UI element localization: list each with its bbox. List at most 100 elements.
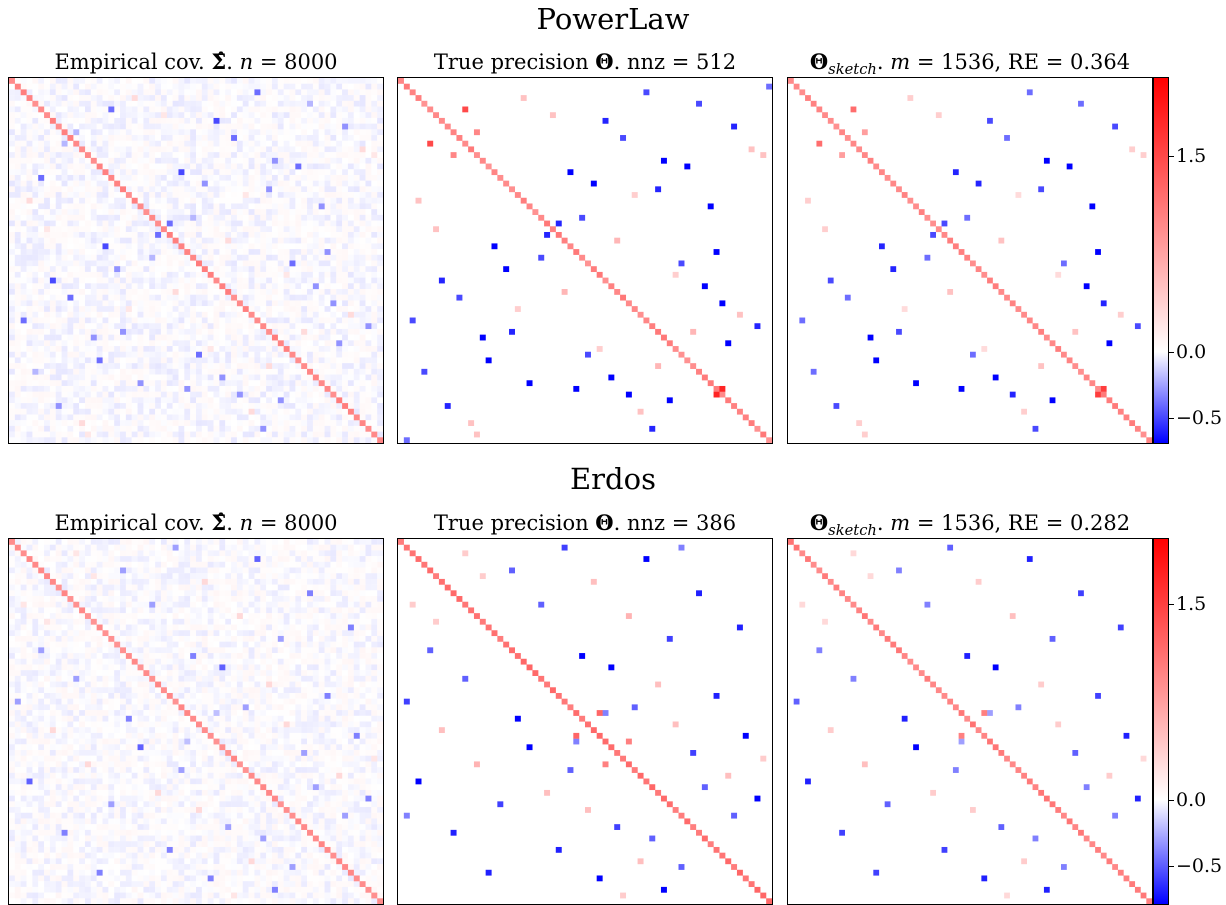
heatmap-noise-cell — [20, 437, 27, 443]
heatmap-noise-cell — [266, 100, 273, 107]
heatmap-noise-cell — [312, 174, 319, 181]
heatmap-noise-cell — [318, 260, 325, 267]
heatmap-noise-cell — [336, 374, 343, 381]
heatmap-noise-cell — [213, 425, 220, 432]
heatmap-noise-cell — [236, 243, 243, 250]
heatmap-noise-cell — [32, 346, 39, 352]
heatmap-noise-cell — [242, 140, 249, 147]
heatmap-noise-cell — [254, 214, 261, 221]
heatmap-noise-cell — [353, 403, 360, 409]
heatmap-noise-cell — [55, 380, 62, 387]
heatmap-entry-cell — [526, 380, 533, 387]
heatmap-noise-cell — [172, 89, 179, 96]
heatmap-noise-cell — [225, 584, 232, 591]
heatmap-noise-cell — [377, 174, 383, 181]
heatmap-noise-cell — [73, 294, 80, 301]
heatmap-noise-cell — [160, 95, 167, 101]
heatmap-noise-cell — [336, 146, 343, 153]
heatmap-noise-cell — [73, 163, 80, 170]
heatmap-noise-cell — [26, 209, 33, 215]
heatmap-noise-cell — [254, 192, 261, 198]
heatmap-noise-cell — [277, 346, 284, 352]
heatmap-noise-cell — [318, 420, 325, 427]
heatmap-noise-cell — [166, 237, 173, 244]
heatmap-noise-cell — [307, 237, 313, 244]
heatmap-noise-cell — [38, 573, 45, 580]
heatmap-noise-cell — [312, 231, 319, 238]
heatmap-noise-cell — [96, 556, 103, 562]
heatmap-noise-cell — [137, 408, 144, 415]
heatmap-noise-cell — [201, 334, 208, 341]
heatmap-noise-cell — [307, 294, 313, 301]
heatmap-noise-cell — [96, 539, 103, 545]
heatmap-noise-cell — [149, 584, 156, 591]
heatmap-noise-cell — [32, 157, 39, 164]
heatmap-noise-cell — [114, 95, 121, 101]
heatmap-noise-cell — [26, 391, 33, 398]
heatmap-noise-cell — [225, 146, 232, 153]
heatmap-noise-cell — [96, 363, 103, 369]
heatmap-noise-cell — [295, 397, 302, 404]
heatmap-noise-cell — [213, 180, 220, 187]
heatmap-noise-cell — [14, 100, 21, 107]
heatmap-noise-cell — [307, 550, 313, 557]
heatmap-noise-cell — [312, 152, 319, 158]
heatmap-noise-cell — [90, 214, 97, 221]
heatmap-noise-cell — [73, 95, 80, 101]
heatmap-noise-cell — [38, 271, 45, 278]
heatmap-noise-cell — [155, 163, 162, 170]
heatmap-noise-cell — [38, 209, 45, 215]
heatmap-noise-cell — [248, 357, 255, 364]
heatmap-noise-cell — [201, 550, 208, 557]
heatmap-noise-cell — [120, 573, 126, 580]
heatmap-noise-cell — [271, 249, 278, 255]
heatmap-noise-cell — [155, 311, 162, 318]
heatmap-noise-cell — [330, 169, 337, 176]
heatmap-noise-cell — [190, 311, 197, 318]
heatmap-noise-cell — [353, 197, 360, 204]
heatmap-entry-cell — [850, 106, 857, 113]
heatmap-noise-cell — [67, 231, 74, 238]
heatmap-noise-cell — [79, 180, 86, 187]
heatmap-noise-cell — [26, 306, 33, 312]
heatmap-noise-cell — [295, 317, 302, 324]
heatmap-noise-cell — [114, 277, 121, 284]
heatmap-noise-cell — [342, 328, 349, 335]
heatmap-noise-cell — [266, 311, 273, 318]
heatmap-entry-cell — [1140, 152, 1147, 158]
heatmap-noise-cell — [347, 334, 354, 341]
heatmap-noise-cell — [108, 163, 115, 170]
heatmap-noise-cell — [114, 357, 121, 364]
heatmap-noise-cell — [160, 306, 167, 312]
heatmap-noise-cell — [377, 289, 383, 295]
heatmap-noise-cell — [242, 197, 249, 204]
heatmap-noise-cell — [55, 220, 62, 227]
heatmap-noise-cell — [324, 403, 331, 409]
heatmap-noise-cell — [125, 544, 132, 551]
heatmap-noise-cell — [225, 403, 232, 409]
heatmap-noise-cell — [32, 363, 39, 369]
heatmap-noise-cell — [49, 544, 56, 551]
heatmap-noise-cell — [79, 260, 86, 267]
heatmap-noise-cell — [131, 152, 138, 158]
heatmap-noise-cell — [73, 368, 80, 375]
heatmap-noise-cell — [342, 539, 349, 545]
heatmap-noise-cell — [73, 197, 80, 204]
heatmap-noise-cell — [365, 408, 372, 415]
heatmap-noise-cell — [20, 408, 27, 415]
heatmap-noise-cell — [155, 283, 162, 290]
heatmap-noise-cell — [102, 403, 109, 409]
heatmap-noise-cell — [44, 317, 51, 324]
heatmap-noise-cell — [20, 112, 27, 119]
heatmap-noise-cell — [254, 243, 261, 250]
heatmap-noise-cell — [248, 437, 255, 443]
heatmap-noise-cell — [213, 561, 220, 568]
heatmap-noise-cell — [295, 346, 302, 352]
heatmap-noise-cell — [225, 408, 232, 415]
heatmap-noise-cell — [166, 106, 173, 113]
heatmap-noise-cell — [67, 397, 74, 404]
heatmap-noise-cell — [342, 146, 349, 153]
heatmap-noise-cell — [353, 277, 360, 284]
heatmap-noise-cell — [44, 214, 51, 221]
heatmap-noise-cell — [236, 573, 243, 580]
